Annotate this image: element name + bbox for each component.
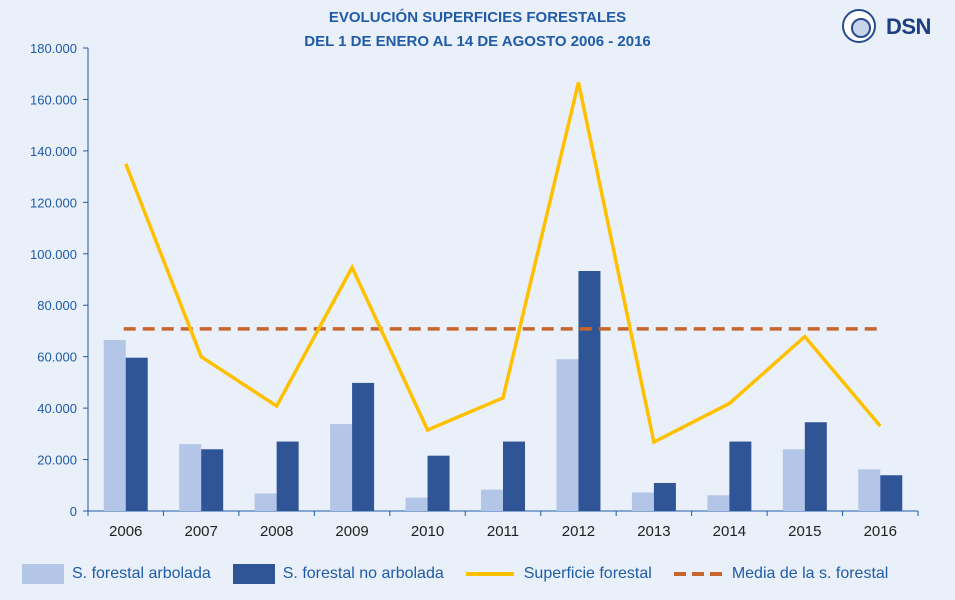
legend-swatch-superficie — [465, 572, 514, 576]
chart-plot: 0 20.000 40.000 60.000 80.000 100.000 120.000 1… — [30, 41, 919, 540]
y-tick-label: 20.000 — [37, 453, 77, 468]
bar-arbolada — [707, 495, 730, 511]
y-tick-label: 120.000 — [30, 195, 77, 210]
bar-arbolada — [782, 449, 805, 511]
bar-no-arbolada — [503, 441, 525, 511]
legend-swatch-no-arbolada — [232, 564, 275, 584]
bar-arbolada — [556, 359, 579, 511]
x-tick-label: 2006 — [109, 523, 142, 540]
chart-title-line1: EVOLUCIÓN SUPERFICIES FORESTALES — [328, 9, 627, 26]
y-tick-label: 0 — [70, 504, 77, 519]
bar-no-arbolada — [578, 271, 601, 511]
bar-no-arbolada — [804, 422, 827, 511]
x-tick-label: 2009 — [335, 523, 368, 540]
legend-item-media: Media de la s. forestal — [673, 565, 889, 583]
bar-no-arbolada — [276, 441, 299, 511]
x-tick-label: 2008 — [260, 523, 293, 540]
y-tick-label: 160.000 — [30, 92, 77, 107]
chart-title-line2: DEL 1 DE ENERO AL 14 DE AGOSTO 2006 - 20… — [304, 33, 651, 50]
bar-arbolada — [858, 469, 881, 511]
legend-label-media: Media de la s. forestal — [731, 565, 889, 582]
bar-arbolada — [179, 444, 202, 511]
bar-no-arbolada — [653, 482, 676, 511]
x-tick-label: 2007 — [184, 523, 217, 540]
x-tick-label: 2010 — [411, 523, 444, 540]
bar-no-arbolada — [880, 475, 903, 511]
bar-arbolada — [103, 339, 126, 511]
y-tick-label: 100.000 — [30, 247, 77, 262]
bar-arbolada — [631, 492, 654, 511]
legend-swatch-arbolada — [22, 564, 64, 584]
y-tick-label: 180.000 — [30, 41, 77, 56]
y-tick-label: 40.000 — [37, 401, 77, 416]
x-tick-label: 2016 — [864, 523, 897, 540]
legend-label-no-arbolada: S. forestal no arbolada — [282, 565, 444, 582]
bar-arbolada — [330, 424, 353, 511]
legend-label-superficie: Superficie forestal — [523, 565, 652, 582]
chart-legend: S. forestal arbolada S. forestal no arbo… — [22, 560, 888, 588]
coat-of-arms-icon — [842, 9, 876, 43]
line-superficie — [124, 82, 882, 445]
bar-no-arbolada — [427, 455, 450, 511]
legend-item-no-arbolada: S. forestal no arbolada — [232, 564, 444, 584]
x-tick-label: 2015 — [788, 523, 821, 540]
x-tick-label: 2011 — [487, 523, 519, 540]
x-tick-label: 2014 — [713, 523, 746, 540]
bar-arbolada — [254, 493, 277, 511]
y-tick-label: 60.000 — [37, 350, 77, 365]
bar-arbolada — [405, 497, 428, 511]
bar-no-arbolada — [125, 357, 148, 511]
logo-text: DSN — [886, 14, 931, 39]
bar-no-arbolada — [201, 449, 224, 511]
bar-no-arbolada — [352, 382, 375, 511]
legend-label-arbolada: S. forestal arbolada — [72, 565, 211, 582]
bar-no-arbolada — [729, 441, 752, 511]
chart-title: EVOLUCIÓN SUPERFICIES FORESTALES DEL 1 D… — [0, 6, 955, 54]
bar-arbolada — [481, 489, 503, 511]
x-tick-label: 2012 — [562, 523, 595, 540]
y-tick-label: 80.000 — [37, 298, 77, 313]
x-tick-label: 2013 — [637, 523, 670, 540]
dsn-logo: DSN — [842, 8, 947, 48]
y-tick-label: 140.000 — [30, 144, 77, 159]
legend-swatch-media — [673, 572, 722, 576]
legend-item-superficie: Superficie forestal — [465, 565, 652, 583]
legend-item-arbolada: S. forestal arbolada — [22, 564, 211, 584]
